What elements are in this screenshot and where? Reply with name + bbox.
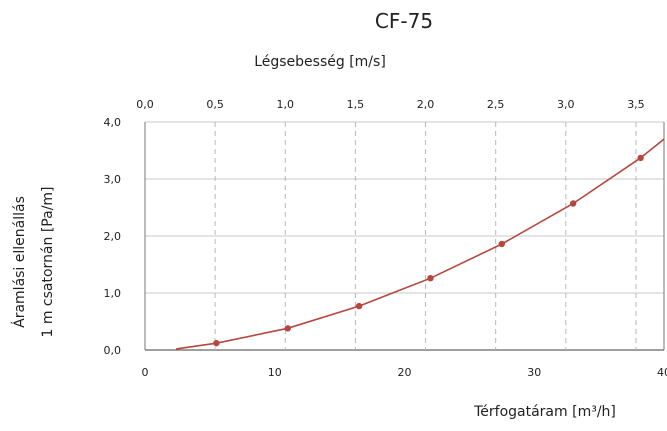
- data-point: [285, 325, 291, 331]
- data-point: [499, 241, 505, 247]
- data-point: [637, 155, 643, 161]
- x-tick-label: 10: [268, 366, 282, 379]
- y-axis-label-line1: Áramlási ellenállás: [11, 196, 28, 328]
- plot-area: 0,0 1,0 2,0 3,0 4,0 0,0 0,5 1,0 1,5 2,0 2,5 3,0 3,5 0…: [104, 98, 667, 379]
- series-line: [176, 139, 664, 349]
- y-tick-label: 4,0: [104, 116, 122, 129]
- y-tick-label: 3,0: [104, 173, 122, 186]
- top-tick-label: 0,0: [136, 98, 154, 111]
- x-tick-label: 40: [657, 366, 667, 379]
- x-tick-label: 30: [527, 366, 541, 379]
- top-tick-label: 2,5: [487, 98, 505, 111]
- top-tick-label: 0,5: [206, 98, 224, 111]
- x-tick-label: 20: [398, 366, 412, 379]
- data-point: [427, 275, 433, 281]
- y-axis-label-line2: 1 m csatornán [Pa/m]: [40, 186, 56, 337]
- x-tick-label: 0: [142, 366, 149, 379]
- chart-title: CF-75: [375, 9, 433, 33]
- top-tick-label: 2,0: [417, 98, 435, 111]
- y-tick-label: 0,0: [104, 344, 122, 357]
- data-point: [570, 200, 576, 206]
- top-axis-label: Légsebesség [m/s]: [254, 54, 386, 70]
- top-tick-label: 3,5: [627, 98, 645, 111]
- data-point: [213, 340, 219, 346]
- top-tick-label: 1,0: [277, 98, 295, 111]
- top-tick-label: 1,5: [347, 98, 365, 111]
- x-axis-label: Térfogatáram [m³/h]: [473, 404, 616, 420]
- y-tick-label: 1,0: [104, 287, 122, 300]
- top-tick-label: 3,0: [557, 98, 575, 111]
- data-point: [356, 303, 362, 309]
- y-tick-label: 2,0: [104, 230, 122, 243]
